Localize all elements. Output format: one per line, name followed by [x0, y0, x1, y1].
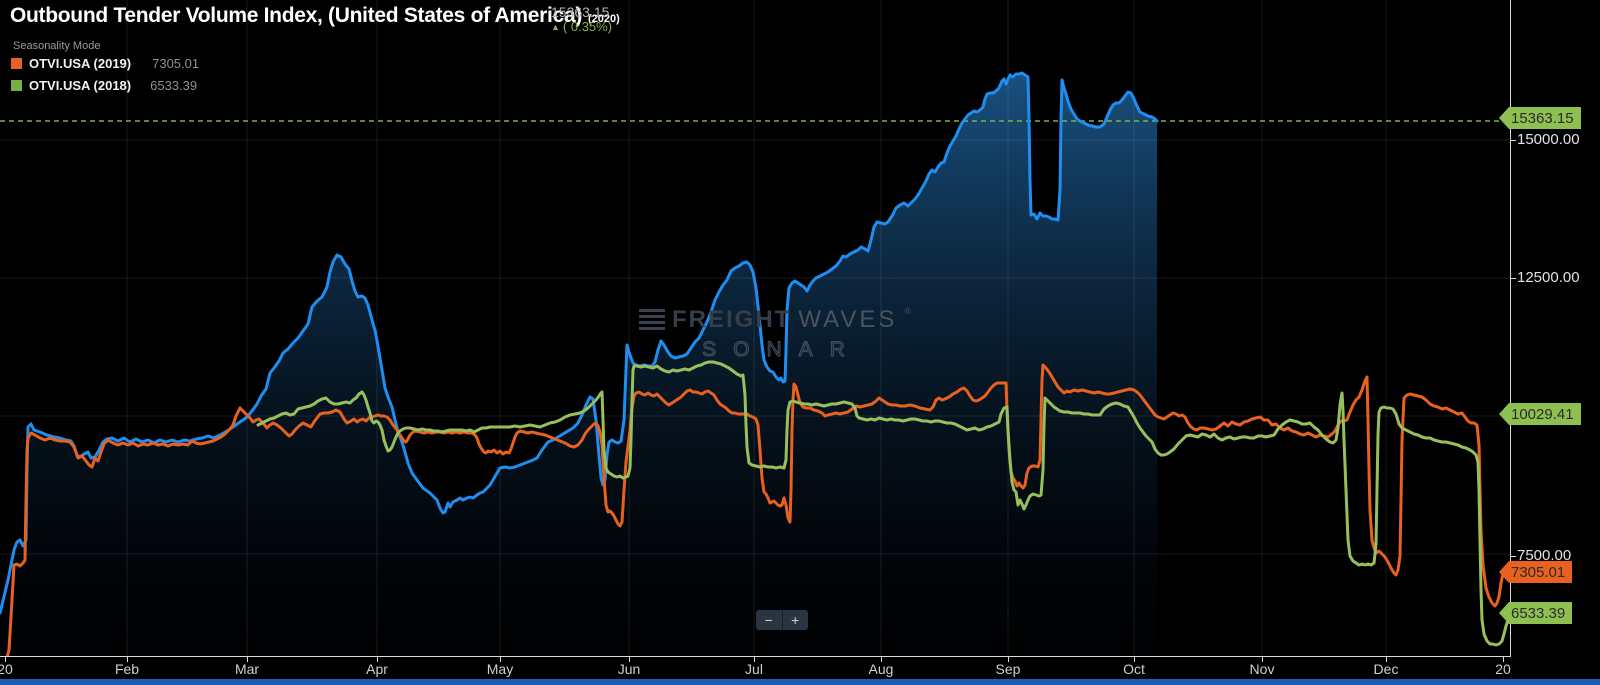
- legend-series-name: OTVI.USA (2018): [29, 78, 132, 93]
- up-arrow-icon: ▲: [551, 21, 560, 32]
- chart-plot-area[interactable]: [0, 0, 1510, 657]
- x-axis-label: Feb: [114, 661, 140, 677]
- x-axis-tick: [1503, 657, 1504, 662]
- y-axis-tick: [1510, 278, 1516, 279]
- x-axis-tick: [881, 657, 882, 662]
- price-tag-arrow: [1499, 602, 1509, 624]
- quote-block: 15363.15 ▲ ( 0.35%): [551, 4, 613, 35]
- x-axis-line: [0, 656, 1511, 657]
- change-percent: ( 0.35%): [562, 19, 613, 35]
- zoom-divider: [781, 610, 783, 630]
- legend-series-value: 7305.01: [152, 56, 200, 71]
- x-axis-tick: [127, 657, 128, 662]
- x-axis-tick: [754, 657, 755, 662]
- x-axis-label: 20: [0, 661, 13, 677]
- zoom-out-button[interactable]: −: [764, 612, 773, 628]
- legend-item-otvi-2019[interactable]: OTVI.USA (2019) 7305.01: [11, 56, 199, 71]
- price-tag-arrow: [1499, 403, 1509, 425]
- x-axis-label: 20: [1495, 661, 1511, 677]
- price-tag-arrow: [1499, 561, 1509, 583]
- x-axis-tick: [1262, 657, 1263, 662]
- y-axis-line: [1510, 0, 1511, 657]
- price-tag-value: 10029.41: [1509, 403, 1581, 425]
- y-axis-label: 15000.00: [1517, 131, 1580, 149]
- x-axis-label: Jun: [617, 661, 641, 677]
- page-title: Outbound Tender Volume Index, (United St…: [10, 4, 583, 27]
- legend-series-name: OTVI.USA (2019): [29, 56, 132, 71]
- y-axis-tick: [1510, 556, 1516, 557]
- price-tag-7305.01: 7305.01: [1499, 561, 1573, 583]
- legend-swatch-2018: [11, 80, 22, 91]
- x-axis-tick: [247, 657, 248, 662]
- last-value: 15363.15: [551, 4, 610, 20]
- x-axis-tick: [5, 657, 6, 662]
- series-line-otvi-usa-2018-[interactable]: [256, 360, 1510, 647]
- change-line: ▲ ( 0.35%): [551, 19, 613, 35]
- chart-canvas[interactable]: [0, 0, 1510, 657]
- x-axis-tick: [629, 657, 630, 662]
- series-line-otvi-usa-2020-[interactable]: [0, 71, 1159, 615]
- x-axis-tick: [1134, 657, 1135, 662]
- price-tag-value: 15363.15: [1509, 107, 1581, 129]
- seasonality-mode-label: Seasonality Mode: [13, 40, 101, 52]
- price-tag-value: 6533.39: [1509, 602, 1573, 624]
- zoom-in-button[interactable]: +: [791, 612, 800, 628]
- y-axis-label: 7500.00: [1517, 547, 1572, 565]
- x-axis-label: Jul: [745, 661, 763, 677]
- title-year-badge: (2020): [588, 13, 620, 25]
- y-axis-label: 12500.00: [1517, 269, 1580, 287]
- legend-swatch-2019: [11, 58, 22, 69]
- series-line-otvi-usa-2019-[interactable]: [0, 363, 1510, 657]
- y-axis-tick: [1510, 140, 1516, 141]
- x-axis-tick: [1386, 657, 1387, 662]
- x-axis-tick: [500, 657, 501, 662]
- price-tag-value: 7305.01: [1509, 561, 1573, 583]
- price-tag-6533.39: 6533.39: [1499, 602, 1573, 624]
- zoom-controls: − +: [756, 610, 808, 630]
- legend-series-value: 6533.39: [150, 78, 198, 93]
- x-axis-label: Apr: [366, 661, 388, 677]
- chart-header: Outbound Tender Volume Index, (United St…: [10, 4, 620, 28]
- horizontal-scrollbar[interactable]: [0, 679, 1600, 685]
- x-axis-label: Sep: [995, 661, 1021, 677]
- x-axis-label: May: [486, 661, 514, 677]
- x-axis-label: Oct: [1123, 661, 1145, 677]
- x-axis-tick: [377, 657, 378, 662]
- series-2020-area-fill: [0, 73, 1157, 656]
- price-tag-arrow: [1499, 107, 1509, 129]
- legend-item-otvi-2018[interactable]: OTVI.USA (2018) 6533.39: [11, 78, 197, 93]
- x-axis-label: Mar: [234, 661, 260, 677]
- x-axis-label: Dec: [1373, 661, 1399, 677]
- x-axis-label: Nov: [1249, 661, 1275, 677]
- x-axis-tick: [1008, 657, 1009, 662]
- x-axis-label: Aug: [868, 661, 894, 677]
- price-tag-15363.15: 15363.15: [1499, 107, 1581, 129]
- price-tag-10029.41: 10029.41: [1499, 403, 1581, 425]
